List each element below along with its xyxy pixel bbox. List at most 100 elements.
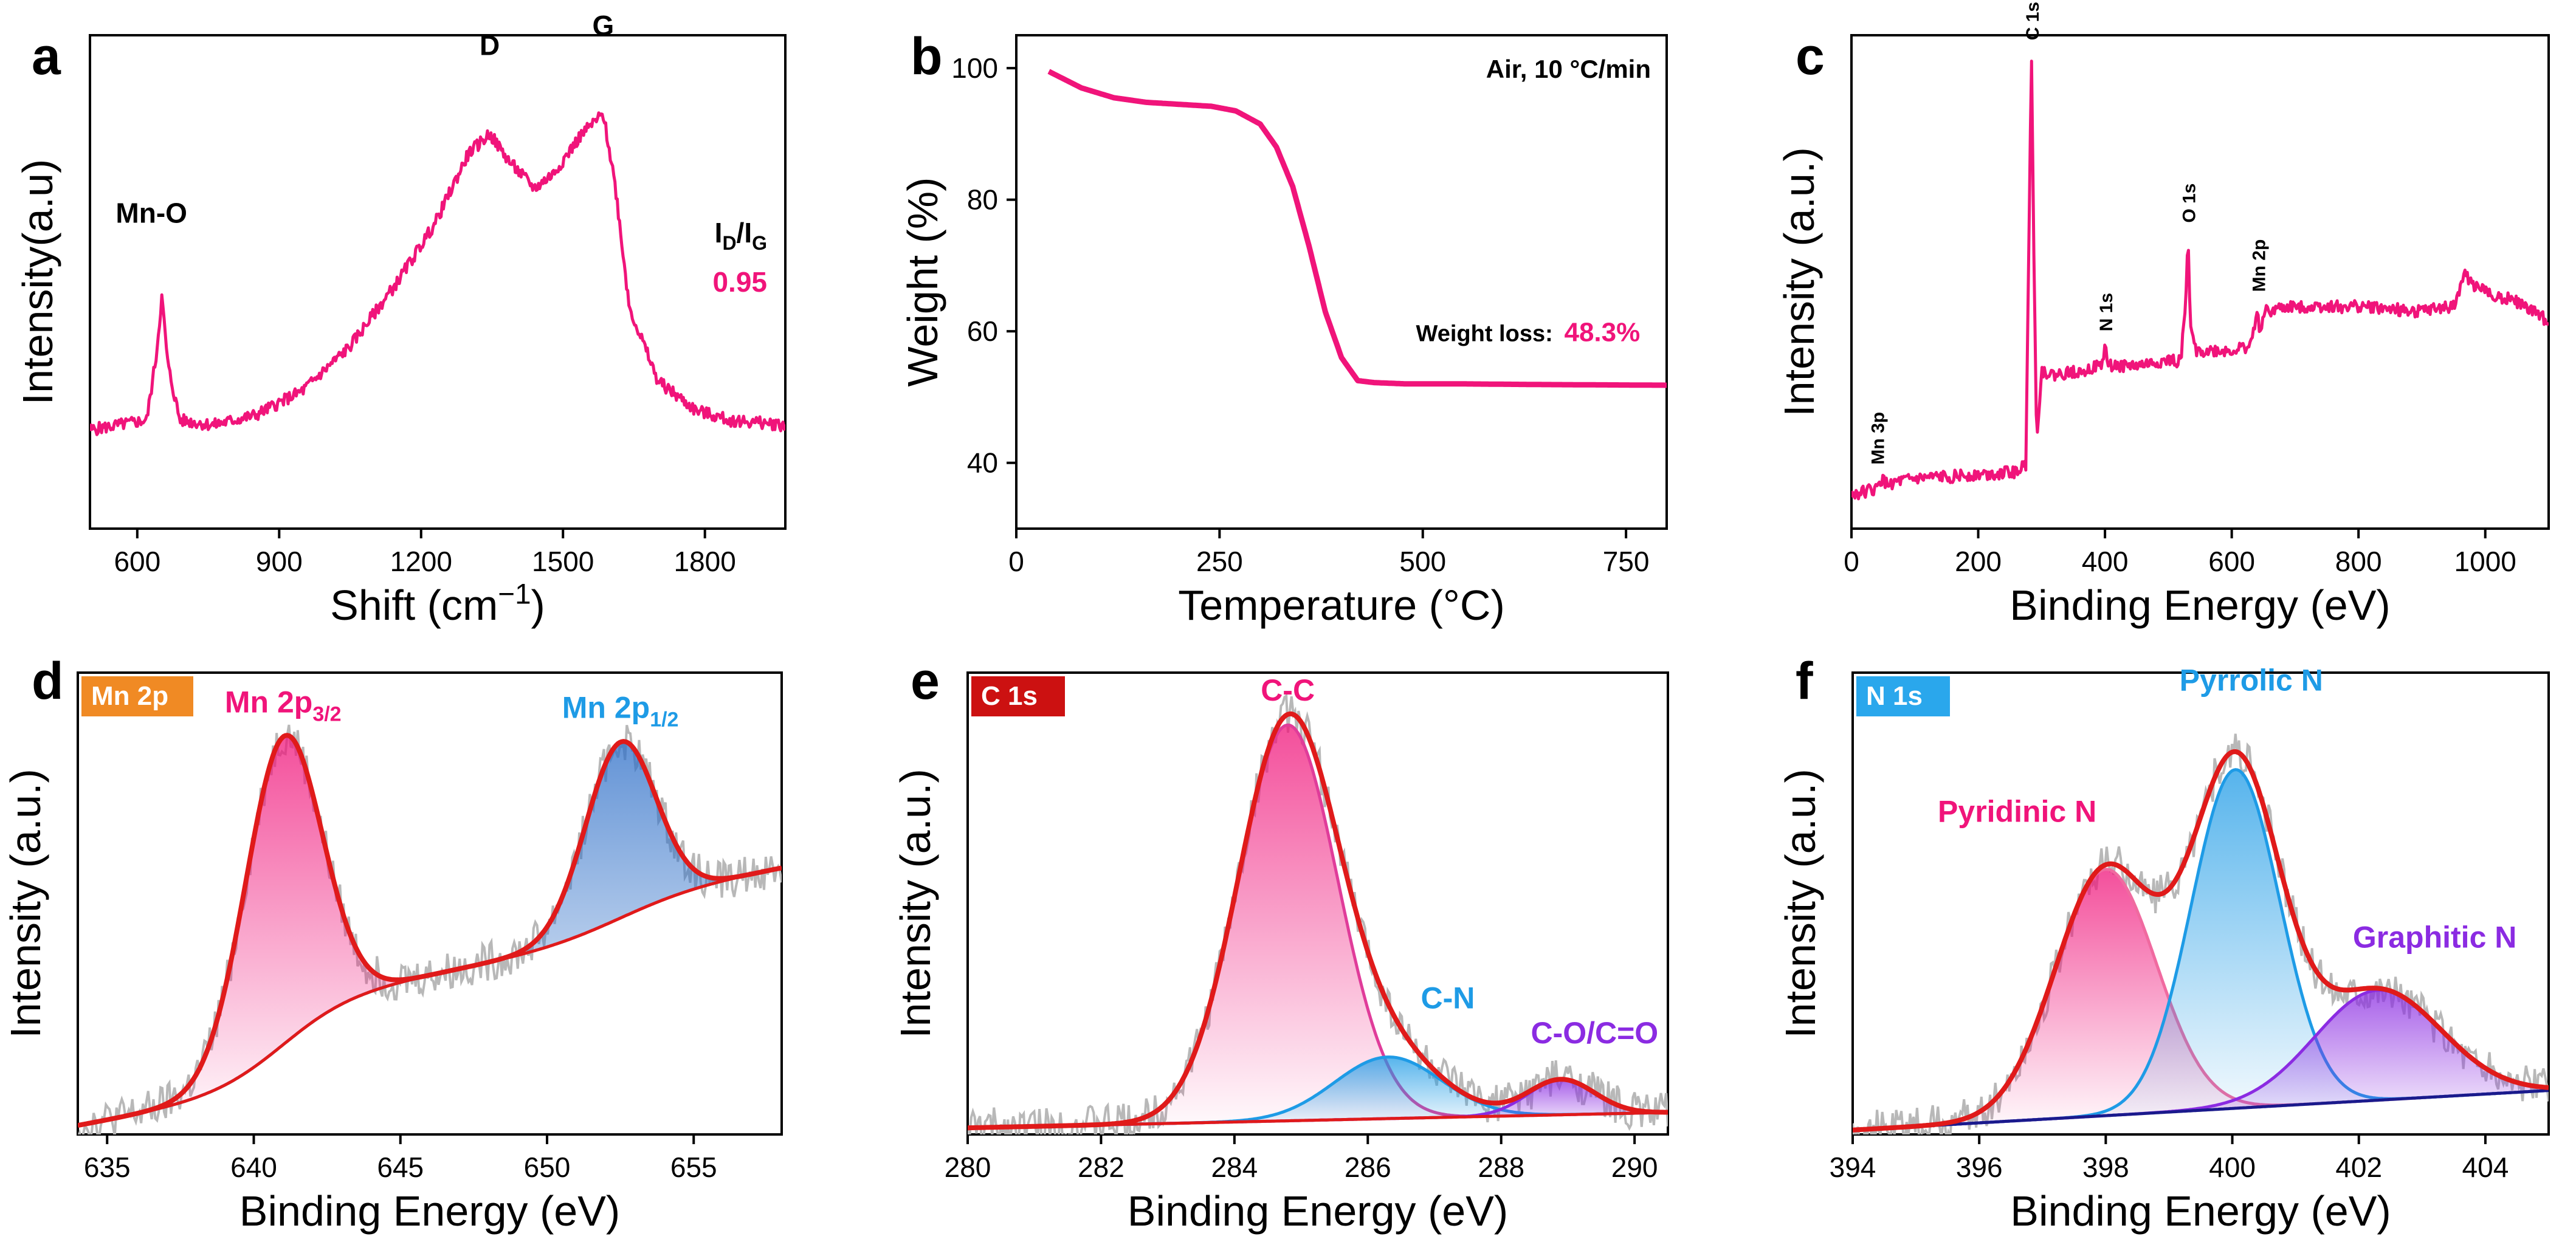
y-axis-label: Intensity (a.u.) [892, 769, 939, 1038]
annotation-d-band: D [480, 29, 500, 61]
x-tick-label: 900 [256, 546, 303, 577]
peak-label-n-1s: N 1s [2096, 293, 2116, 331]
axes-frame [1851, 671, 2550, 1136]
x-tick-label: 398 [2082, 1151, 2129, 1183]
plot-area [1851, 60, 2549, 501]
component-label-c-n: C-N [1421, 981, 1475, 1015]
annotation-id-ig: ID/IG [715, 217, 767, 254]
y-axis-label: Intensity(a.u) [14, 159, 61, 405]
peak-label-mn-2p: Mn 2p [2249, 239, 2269, 292]
y-axis-label: Intensity (a.u.) [2, 769, 49, 1038]
component-fill-graphitic-n [1853, 990, 2549, 1130]
x-tick-label: 288 [1478, 1151, 1524, 1183]
x-tick-label: 0 [1844, 546, 1859, 577]
envelope-line [1853, 749, 2549, 1133]
panel-label-d: d [32, 652, 64, 710]
x-tick-label: 600 [2208, 546, 2255, 577]
panel-label-c: c [1796, 27, 1825, 86]
x-axis-label: Binding Energy (eV) [239, 1187, 620, 1235]
annotation-g-band: G [592, 10, 614, 41]
x-tick-label: 650 [524, 1151, 571, 1183]
x-axis-label: Shift (cm−1) [330, 578, 545, 629]
x-tick-label: 396 [1956, 1151, 2003, 1183]
x-tick-label: 500 [1399, 546, 1446, 577]
panel-label-a: a [32, 27, 61, 86]
x-tick-label: 400 [2082, 546, 2129, 577]
annotation-weight-loss-label: Weight loss: [1416, 321, 1553, 346]
envelope-line [968, 711, 1668, 1131]
x-axis-label: Binding Energy (eV) [1128, 1187, 1508, 1235]
panel-a: a 600 900 1200 1500 1800 Shift (cm−1) Intensity… [14, 10, 787, 629]
axes-frame [89, 34, 787, 530]
axes-frame [966, 671, 1669, 1136]
y-tick-label: 60 [967, 315, 998, 347]
x-tick-label: 1000 [2454, 546, 2516, 577]
component-fill-c-c [968, 725, 1668, 1128]
panel-d: d 635 640 645 650 655 Binding Energy (eV) Inten… [2, 652, 783, 1235]
component-line-mn-2p1-2 [78, 739, 782, 1127]
x-tick-label: 286 [1345, 1151, 1391, 1183]
panel-e: e 280 282 284 286 288 290 Binding Energy (eV) In… [892, 652, 1669, 1235]
x-tick-label: 290 [1611, 1151, 1658, 1183]
x-tick-label: 0 [1008, 546, 1024, 577]
panel-c: c 0 200 400 600 800 1000 Binding Energy (eV) Int… [1775, 2, 2550, 629]
badge-label-f: N 1s [1866, 681, 1923, 711]
x-tick-label: 404 [2462, 1151, 2509, 1183]
x-tick-label: 282 [1078, 1151, 1124, 1183]
envelope-line [78, 733, 782, 1128]
component-fill-pyrrolic-n [1853, 769, 2549, 1130]
plot-area [90, 111, 785, 436]
x-tick-label: 655 [670, 1151, 717, 1183]
badge-e [971, 676, 1065, 716]
panel-f: f 394 396 398 400 402 404 Binding Energy (eV) In… [1777, 652, 2550, 1235]
peak-label-o-1s: O 1s [2180, 184, 2200, 223]
x-tick-label: 1800 [674, 546, 736, 577]
x-tick-label: 1200 [390, 546, 452, 577]
x-tick-label: 600 [114, 546, 160, 577]
peak-label-mn-3p: Mn 3p [1868, 412, 1889, 465]
x-tick-label: 400 [2209, 1151, 2256, 1183]
component-fill-mn-2p3-2 [78, 735, 782, 1126]
component-label-pyridinic-n: Pyridinic N [1938, 795, 2096, 829]
y-axis-label: Intensity (a.u.) [1775, 147, 1823, 417]
component-label-mn-2p1-2: Mn 2p1/2 [562, 690, 679, 731]
component-label-c-c: C-C [1261, 673, 1315, 707]
x-tick-label: 1500 [532, 546, 594, 577]
x-tick-label: 200 [1955, 546, 2002, 577]
x-tick-label: 635 [84, 1151, 131, 1183]
y-tick-label: 40 [967, 447, 998, 479]
y-tick-label: 80 [967, 184, 998, 216]
x-tick-label: 250 [1196, 546, 1243, 577]
y-axis-label: Intensity (a.u.) [1777, 769, 1824, 1038]
axes-frame [1850, 34, 2550, 530]
plot-area [1853, 733, 2549, 1134]
x-tick-label: 800 [2335, 546, 2382, 577]
plot-area [78, 724, 782, 1134]
component-fill-pyridinic-n [1853, 869, 2549, 1130]
series-line-raman [90, 111, 785, 436]
component-label-c-o-c-o: C-O/C=O [1531, 1016, 1658, 1050]
x-tick-label: 394 [1830, 1151, 1876, 1183]
y-tick-label: 100 [951, 52, 998, 84]
x-tick-label: 402 [2335, 1151, 2382, 1183]
annotation-condition: Air, 10 °C/min [1486, 55, 1651, 83]
panel-label-b: b [911, 27, 943, 86]
badge-label-e: C 1s [981, 681, 1038, 711]
x-axis-label: Binding Energy (eV) [2009, 581, 2390, 629]
panel-b: b 0 250 500 750 40 60 80 100 Temperature (°C) Weig… [899, 27, 1668, 629]
badge-f [1856, 676, 1950, 716]
series-line-tga [1047, 69, 1667, 388]
background-line [1853, 1089, 2549, 1132]
raw-data-line [78, 724, 782, 1134]
axes-frame [77, 671, 783, 1136]
panel-label-f: f [1796, 652, 1813, 710]
badge-d [81, 676, 193, 716]
series-line-survey [1851, 60, 2549, 501]
panel-label-e: e [911, 652, 940, 710]
component-label-mn-2p3-2: Mn 2p3/2 [225, 685, 342, 726]
y-axis-label: Weight (%) [899, 177, 946, 387]
component-fill-mn-2p1-2 [78, 741, 782, 1126]
x-axis-label: Binding Energy (eV) [2010, 1187, 2391, 1235]
component-label-pyrrolic-n: Pyrrolic N [2180, 664, 2323, 698]
